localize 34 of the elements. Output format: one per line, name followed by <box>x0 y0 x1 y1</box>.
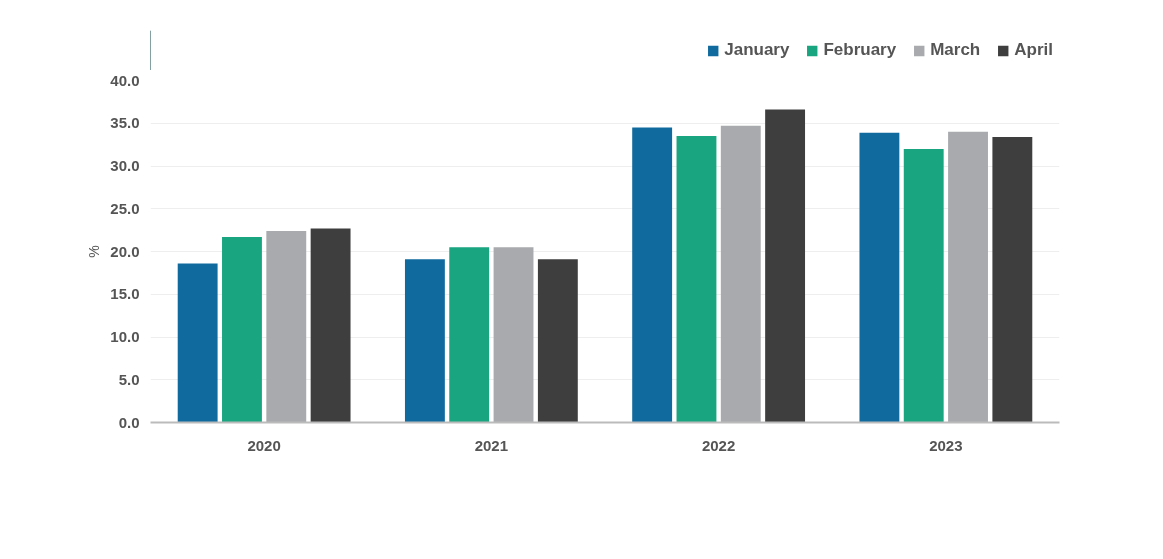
bar <box>310 228 351 423</box>
bar <box>765 109 806 423</box>
x-tick-label: 2020 <box>247 436 281 454</box>
bar <box>676 136 717 423</box>
legend-label: March <box>930 40 981 60</box>
bar <box>537 259 578 423</box>
y-tick-label: 0.0 <box>118 413 140 431</box>
x-tick-label: 2022 <box>701 436 736 454</box>
bar <box>948 131 988 423</box>
legend-label: January <box>724 40 790 60</box>
legend-label: February <box>823 40 897 60</box>
y-tick-label: 15.0 <box>110 285 140 303</box>
bar <box>222 236 262 423</box>
bar <box>266 230 307 423</box>
x-tick-label: 2021 <box>474 436 509 454</box>
bar <box>859 132 900 423</box>
bar <box>903 148 944 423</box>
bar <box>493 247 534 423</box>
bar <box>404 259 445 423</box>
y-axis-title: % <box>86 245 103 258</box>
bar <box>177 263 218 423</box>
y-tick-label: 20.0 <box>110 242 140 260</box>
bar <box>632 127 673 423</box>
bar <box>720 125 761 423</box>
y-tick-label: 30.0 <box>110 157 140 174</box>
y-tick-label: 25.0 <box>110 199 140 217</box>
bar <box>992 136 1033 423</box>
bar <box>449 247 490 423</box>
legend-label: April <box>1014 40 1053 60</box>
y-tick-label: 35.0 <box>110 114 140 132</box>
y-tick-label: 10.0 <box>110 328 140 345</box>
y-tick-label: 5.0 <box>118 370 140 388</box>
y-tick-label: 40.0 <box>110 71 140 89</box>
x-tick-label: 2023 <box>929 436 963 454</box>
